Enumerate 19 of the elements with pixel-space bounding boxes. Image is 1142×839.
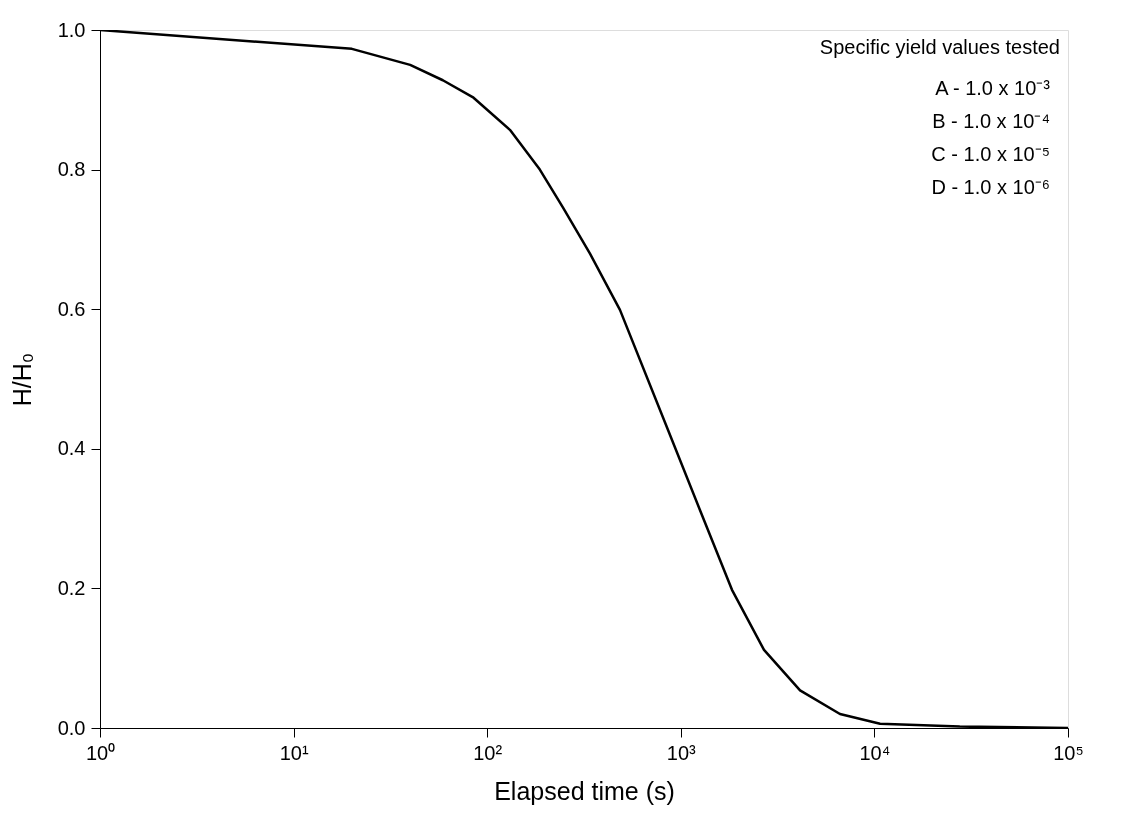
y-tick-label: 0.6 — [57, 297, 86, 320]
y-tick-label: 0.0 — [57, 716, 86, 739]
y-tick-label: 0.2 — [57, 576, 86, 599]
x-tick-label: 10⁰ — [85, 741, 116, 764]
annotation: D - 1.0 x 10⁻⁶ — [931, 176, 1050, 198]
x-tick-label: 10³ — [666, 741, 697, 764]
annotation: C - 1.0 x 10⁻⁵ — [931, 143, 1050, 165]
annotation: B - 1.0 x 10⁻⁴ — [932, 110, 1050, 132]
y-tick-label: 0.8 — [57, 158, 86, 181]
x-tick-label: 10⁵ — [1053, 741, 1084, 764]
annotation: Specific yield values tested — [819, 36, 1060, 58]
annotation: A - 1.0 x 10⁻³ — [935, 77, 1051, 99]
x-tick-label: 10² — [473, 741, 503, 764]
x-tick-label: 10¹ — [279, 741, 309, 764]
y-tick-label: 1.0 — [57, 18, 86, 41]
x-axis-title: Elapsed time (s) — [494, 776, 675, 805]
y-axis-title: H/H₀ — [7, 352, 36, 407]
y-tick-label: 0.4 — [57, 437, 86, 460]
x-tick-label: 10⁴ — [859, 741, 891, 764]
